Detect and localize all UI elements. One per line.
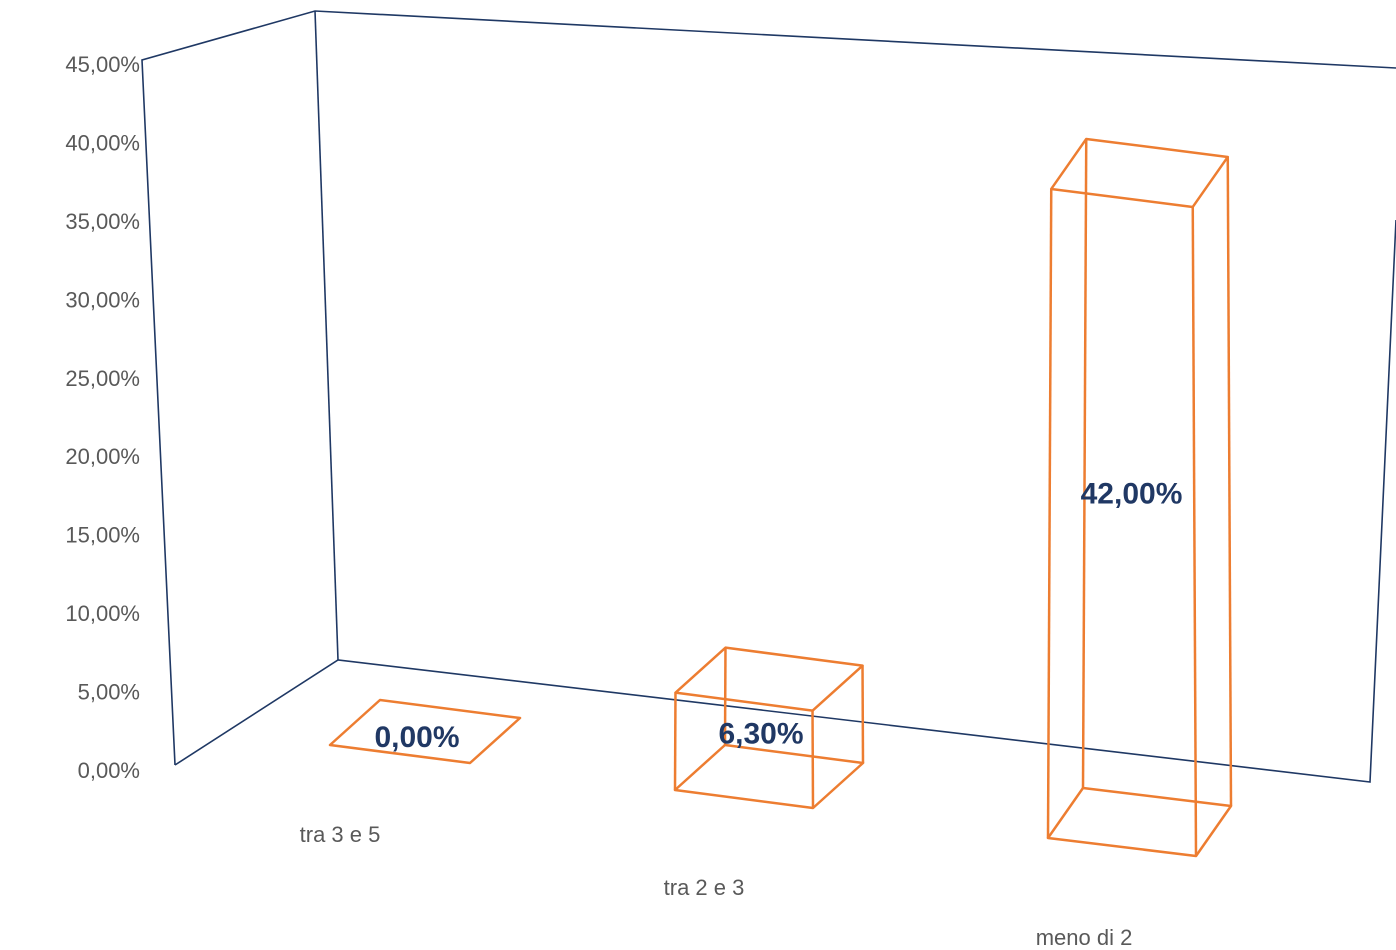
bar-bottom-face [1046,786,1233,858]
y-axis-ticks: 0,00% 5,00% 10,00% 15,00% 20,00% 25,00% 30,00%… [65,52,140,783]
bar-bottom-face [328,698,522,765]
y-tick-label: 30,00% [65,287,140,312]
bar-top-face [1049,137,1230,209]
back-corner-edge [314,10,339,661]
bar-edge [1226,156,1233,807]
floor-outline [174,219,1396,783]
bar-edge [1191,206,1198,857]
back-wall-outline [141,10,1396,766]
data-label: 0,00% [374,721,459,754]
bar-2 [673,646,865,810]
x-tick-label: tra 2 e 3 [664,875,745,900]
bar-3 [1046,137,1233,858]
y-tick-label: 10,00% [65,601,140,626]
data-label: 6,30% [718,717,803,750]
y-tick-label: 0,00% [78,758,140,783]
y-tick-label: 5,00% [78,680,140,705]
data-label: 42,00% [1081,477,1183,510]
y-tick-label: 35,00% [65,209,140,234]
bar-top-face [674,646,864,712]
y-tick-label: 25,00% [65,366,140,391]
x-tick-label: meno di 2 [1036,925,1133,950]
bar-edge [1081,138,1088,789]
bar-bottom-face [673,743,865,810]
x-axis-ticks: tra 3 e 5 tra 2 e 3 meno di 2 [300,822,1133,950]
y-tick-label: 45,00% [65,52,140,77]
y-tick-label: 20,00% [65,444,140,469]
bar-1 [328,698,522,765]
chart-walls [141,10,1396,783]
data-labels: 0,00% 6,30% 42,00% [374,477,1182,754]
x-tick-label: tra 3 e 5 [300,822,381,847]
bar-edge [1046,188,1053,839]
y-tick-label: 15,00% [65,523,140,548]
y-tick-label: 40,00% [65,130,140,155]
chart-bars [328,137,1233,858]
